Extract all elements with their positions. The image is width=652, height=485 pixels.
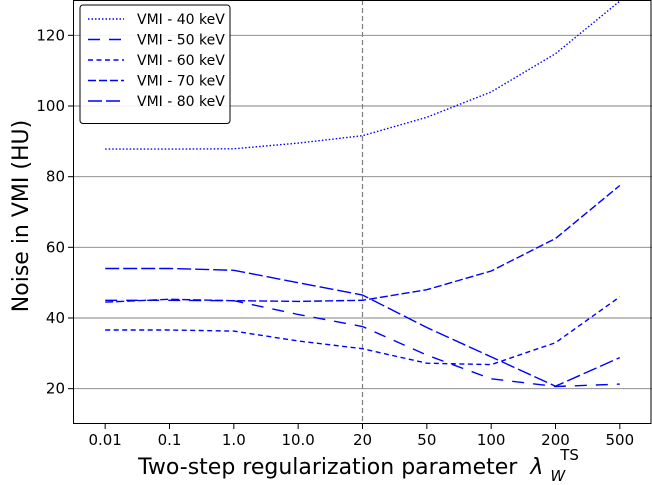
x-axis-label-subscript: W — [550, 467, 566, 485]
legend: VMI - 40 keV VMI - 50 keV VMI - 60 keV VMI … — [79, 4, 231, 124]
x-tick-label-0: 0.01 — [88, 431, 121, 449]
legend-label-0: VMI - 40 keV — [137, 12, 225, 28]
legend-label-2: VMI - 60 keV — [137, 53, 225, 69]
series-lines — [105, 0, 621, 388]
x-axis-label-text: Two-step regularization parameter — [137, 455, 518, 480]
series-line-3 — [105, 184, 621, 303]
x-tick-label-8: 500 — [606, 431, 635, 449]
x-tick-label-1: 0.1 — [158, 431, 182, 449]
x-tick-label-6: 100 — [477, 431, 506, 449]
x-axis-ticks: 0.01 0.1 1.0 10.0 20 50 100 200 500 — [88, 424, 634, 449]
series-line-4 — [105, 267, 621, 387]
y-tick-label-20: 20 — [46, 380, 65, 398]
series-line-2 — [105, 296, 621, 366]
legend-box — [79, 4, 231, 124]
y-axis-label: Noise in VMI (HU) — [9, 120, 34, 312]
y-tick-label-120: 120 — [36, 26, 65, 44]
y-axis-ticks: 20 40 60 80 100 120 — [36, 26, 73, 398]
plot-frame — [73, 0, 652, 424]
y-tick-label-80: 80 — [46, 168, 65, 186]
x-axis-label-superscript: TS — [559, 446, 579, 464]
y-tick-label-40: 40 — [46, 309, 65, 327]
y-tick-label-60: 60 — [46, 238, 65, 256]
x-tick-label-3: 10.0 — [281, 431, 314, 449]
legend-label-1: VMI - 50 keV — [137, 33, 225, 49]
y-tick-label-100: 100 — [36, 97, 65, 115]
series-line-1 — [105, 299, 620, 388]
x-axis-label-symbol: λ — [529, 455, 543, 480]
x-tick-label-4: 20 — [353, 431, 372, 449]
legend-label-3: VMI - 70 keV — [137, 74, 225, 90]
x-tick-label-5: 50 — [417, 431, 436, 449]
x-tick-label-7: 200 — [541, 431, 570, 449]
x-axis-label: Two-step regularization parameter λ W TS — [137, 446, 579, 485]
legend-label-4: VMI - 80 keV — [137, 94, 225, 110]
x-tick-label-2: 1.0 — [222, 431, 246, 449]
